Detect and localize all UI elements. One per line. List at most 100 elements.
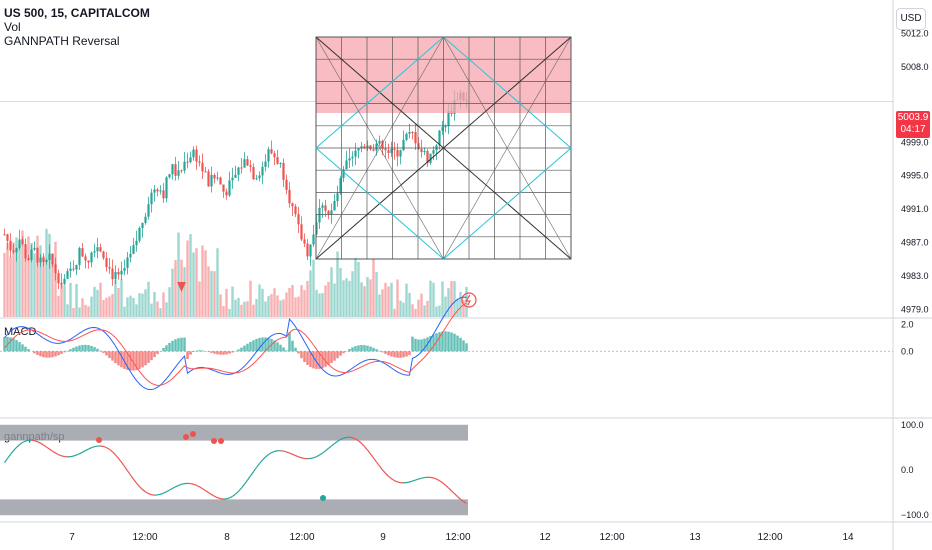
oscillator-line-segment (406, 481, 410, 484)
candle-body (363, 146, 366, 148)
oscillator-line-segment (79, 451, 83, 455)
candle-body (273, 153, 276, 158)
candle-body (243, 159, 246, 168)
signal-line (4, 302, 467, 386)
candle-body (57, 273, 60, 284)
volume-bar (306, 280, 309, 317)
price-tick-label: 4999.0 (901, 137, 929, 147)
candle-body (3, 234, 6, 236)
volume-bar (186, 240, 189, 317)
volume-bar (168, 287, 171, 317)
oscillator-line-segment (361, 442, 365, 447)
candle-body (408, 131, 411, 134)
volume-bar (285, 292, 288, 317)
candle-body (210, 174, 213, 187)
volume-bar (225, 288, 228, 317)
oscillator-line-segment (256, 463, 260, 468)
candle-body (126, 257, 129, 268)
oscillator-line-segment (259, 459, 263, 464)
volume-bar (354, 257, 357, 317)
oscillator-line-segment (313, 456, 317, 459)
indicator-legend[interactable]: GANNPATH Reversal (4, 34, 120, 48)
volume-bar (270, 294, 273, 317)
volume-bar (255, 299, 258, 317)
candle-body (42, 257, 45, 263)
candle-body (399, 150, 402, 157)
candle-body (81, 248, 84, 257)
candle-body (327, 210, 330, 215)
currency-button[interactable]: USD (896, 8, 926, 30)
overbought-signal-dot (211, 438, 217, 444)
volume-bar (120, 279, 123, 317)
candle-body (303, 239, 306, 244)
volume-bars (3, 228, 468, 317)
candle-body (348, 158, 351, 161)
candle-body (123, 267, 126, 271)
oscillator-line-segment (199, 486, 203, 490)
volume-bar (345, 278, 348, 317)
oscillator-line-segment (115, 454, 119, 459)
oscillator-tick-label: −100.0 (901, 510, 929, 520)
oscillator-line-segment (82, 450, 86, 453)
symbol-title[interactable]: US 500, 15, CAPITALCOM (4, 6, 150, 20)
time-tick-label: 12:00 (132, 532, 157, 543)
price-tick-label: 4987.0 (901, 238, 929, 248)
oscillator-line-segment (202, 488, 206, 492)
time-tick-label: 14 (842, 532, 854, 543)
oscillator-line-segment (316, 454, 320, 458)
volume-bar (150, 303, 153, 317)
volume-bar (378, 294, 381, 317)
candle-body (24, 244, 27, 259)
candle-body (12, 250, 15, 253)
oscillator-line-segment (325, 447, 329, 452)
volume-bar (267, 296, 270, 317)
candle-body (369, 145, 372, 150)
candle-body (291, 203, 294, 207)
volume-bar (96, 289, 99, 317)
candle-body (69, 268, 72, 272)
oscillator-line-segment (370, 453, 374, 459)
oscillator-line-segment (175, 484, 179, 488)
volume-legend[interactable]: Vol (4, 20, 21, 34)
volume-bar (63, 285, 66, 317)
volume-bar (36, 235, 39, 317)
volume-bar (144, 289, 147, 317)
oscillator-line-segment (442, 482, 446, 486)
candle-body (246, 159, 249, 166)
volume-bar (240, 304, 243, 317)
candle-body (18, 239, 21, 249)
volume-bar (126, 297, 129, 317)
candle-body (411, 131, 414, 133)
oscillator-line-segment (94, 445, 98, 448)
volume-bar (228, 308, 231, 317)
oscillator-line-segment (49, 448, 53, 452)
gann-diamond-line (315, 147, 444, 260)
volume-bar (3, 252, 6, 317)
candle-body (387, 150, 390, 154)
oscillator-line-segment (109, 448, 113, 453)
oscillator-line-segment (43, 444, 47, 448)
oscillator-line-segment (211, 494, 215, 497)
volume-bar (462, 300, 465, 317)
volume-bar (435, 306, 438, 317)
oscillator-line-segment (40, 442, 44, 446)
candle-body (99, 247, 102, 252)
candle-body (366, 145, 369, 148)
candle-body (204, 171, 207, 173)
candle-body (321, 205, 324, 208)
volume-bar (42, 256, 45, 317)
oscillator-line-segment (328, 445, 332, 449)
volume-bar (21, 230, 24, 317)
candle-body (432, 150, 435, 154)
overbought-signal-dot (218, 438, 224, 444)
oscillator-line-segment (382, 469, 386, 474)
time-tick-label: 12:00 (445, 532, 470, 543)
overbought-band (0, 424, 468, 441)
oscillator-line-segment (253, 467, 257, 472)
volume-bar (315, 289, 318, 317)
time-tick-label: 7 (69, 532, 75, 543)
volume-bar (249, 280, 252, 317)
volume-bar (330, 267, 333, 317)
volume-bar (153, 291, 156, 317)
